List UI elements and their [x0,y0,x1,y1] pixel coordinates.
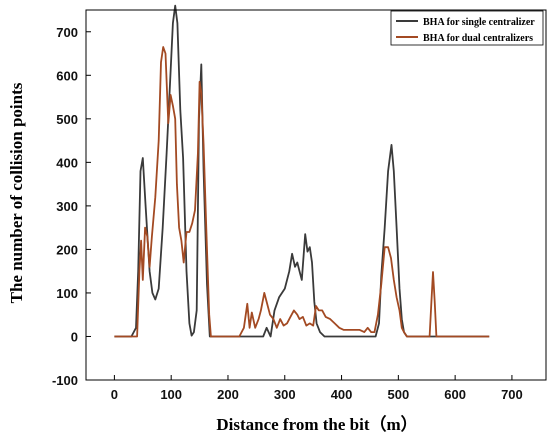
y-tick-label: 400 [56,155,78,170]
y-tick-label: 700 [56,25,78,40]
x-tick-label: 200 [217,387,239,402]
y-tick-label: 0 [71,329,78,344]
y-axis-title: The number of collision points [7,82,26,303]
x-tick-label: 0 [111,387,118,402]
x-tick-label: 700 [501,387,523,402]
axis-ticks [86,31,513,381]
legend-label-single: BHA for single centralizer [423,17,535,28]
legend: BHA for single centralizer BHA for dual … [390,10,544,46]
y-tick-label: 500 [56,112,78,127]
x-tick-label: 300 [274,387,296,402]
series-lines [114,4,490,338]
y-tick-label: 300 [56,199,78,214]
y-tick-label: 200 [56,242,78,257]
y-tick-label: -100 [52,373,78,388]
axis-tick-labels: 0 100 200 300 400 500 600 700 -100 0 100 200 300 400 5… [52,25,523,402]
y-tick-label: 600 [56,68,78,83]
legend-label-dual: BHA for dual centralizers [423,33,533,44]
x-axis-title: Distance from the bit（m） [216,414,417,434]
x-tick-label: 500 [387,387,409,402]
legend-box [390,10,544,46]
series-line-dual-centralizers [114,46,490,338]
x-tick-label: 400 [331,387,353,402]
plot-frame [85,9,547,381]
y-tick-label: 100 [56,286,78,301]
x-tick-label: 600 [444,387,466,402]
x-tick-label: 100 [160,387,182,402]
